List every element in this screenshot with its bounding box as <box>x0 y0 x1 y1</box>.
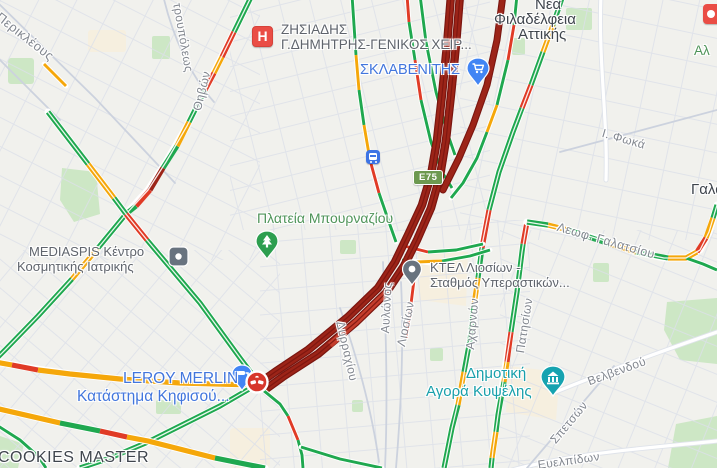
clipped-red-poi-icon[interactable] <box>703 4 717 24</box>
poi-label-ktel-line1[interactable]: ΚΤΕΛ Λιοσίων - <box>430 260 521 275</box>
poi-label-ktel-line2[interactable]: Σταθμός Υπεραστικών... <box>430 275 570 290</box>
poi-label-cookies-master[interactable]: COOKIES MASTER <box>0 449 150 466</box>
traffic-road-top-strand-4 <box>448 0 519 201</box>
poi-pins-layer <box>168 57 566 398</box>
traffic-road-galatsiou <box>523 201 717 273</box>
town-label-nea-filadelfeia-line3[interactable]: Αττικής <box>518 26 567 43</box>
poi-label-mediaspis-line2[interactable]: Κοσμητικής Ιατρικής <box>17 259 134 274</box>
e-road-shield-icon: E75 <box>413 170 444 185</box>
traffic-road-leroy-west <box>0 359 260 389</box>
ktel-place-pin-icon[interactable] <box>401 259 423 287</box>
train-station-icon[interactable] <box>366 150 380 164</box>
street-label-avlonos: Αυλώνος <box>378 282 395 334</box>
traffic-road-kifisou <box>253 0 506 394</box>
traffic-road-bottom-cross <box>0 405 269 468</box>
hospital-icon[interactable]: H <box>252 26 273 47</box>
town-label-nea-filadelfeia-line2[interactable]: Φιλαδέλφεια <box>494 11 576 28</box>
poi-label-plateia-bournaziou[interactable]: Πλατεία Μπουρναζίου <box>257 210 394 226</box>
poi-label-mediaspis-line1[interactable]: MEDIASPIS Κέντρο <box>29 244 145 259</box>
traffic-road-thivon <box>0 0 254 360</box>
park-label-alsos-partial: Αλ <box>694 43 710 58</box>
poi-label-dimotiki-line2[interactable]: Αγορά Κυψέλης <box>426 383 532 400</box>
traffic-incident-icon[interactable] <box>245 370 269 394</box>
traffic-road-leroy-se <box>255 383 385 468</box>
poi-label-sklavenitis[interactable]: ΣΚΛΑΒΕΝΙΤΗΣ <box>360 62 461 78</box>
town-label-nea-filadelfeia-line1[interactable]: Νέα <box>535 0 562 13</box>
poi-label-dimotiki-line1[interactable]: Δημοτική <box>466 365 527 382</box>
traffic-road-top-left-strand <box>349 0 399 245</box>
poi-label-zisiadis-line1[interactable]: ΖΗΣΙΑΔΗΣ <box>281 22 348 37</box>
poi-label-leroy-line2[interactable]: Κατάστημα Κηφισού... <box>77 388 230 405</box>
poi-label-leroy-line1[interactable]: LEROY MERLIN <box>123 370 239 387</box>
traffic-road-small-stub <box>41 61 69 89</box>
traffic-road-leroy-sw <box>76 381 260 468</box>
park-tree-pin-icon[interactable] <box>255 230 279 261</box>
sklavenitis-shopping-cart-pin-icon[interactable] <box>466 57 490 88</box>
traffic-road-patision <box>487 218 531 468</box>
market-building-pin-icon[interactable] <box>540 365 566 398</box>
traffic-road-acharnon <box>440 0 565 468</box>
mediaspis-generic-poi-icon[interactable] <box>168 246 189 267</box>
traffic-road-left-stub <box>0 424 49 468</box>
town-label-galatsi[interactable]: Γαλά <box>691 181 717 198</box>
poi-label-zisiadis-line2[interactable]: Γ.ΔΗΜΗΤΡΗΣ-ΓΕΝΙΚΟΣ ΧΕΙΡ... <box>281 37 472 52</box>
traffic-road-cross-nw <box>44 108 262 386</box>
